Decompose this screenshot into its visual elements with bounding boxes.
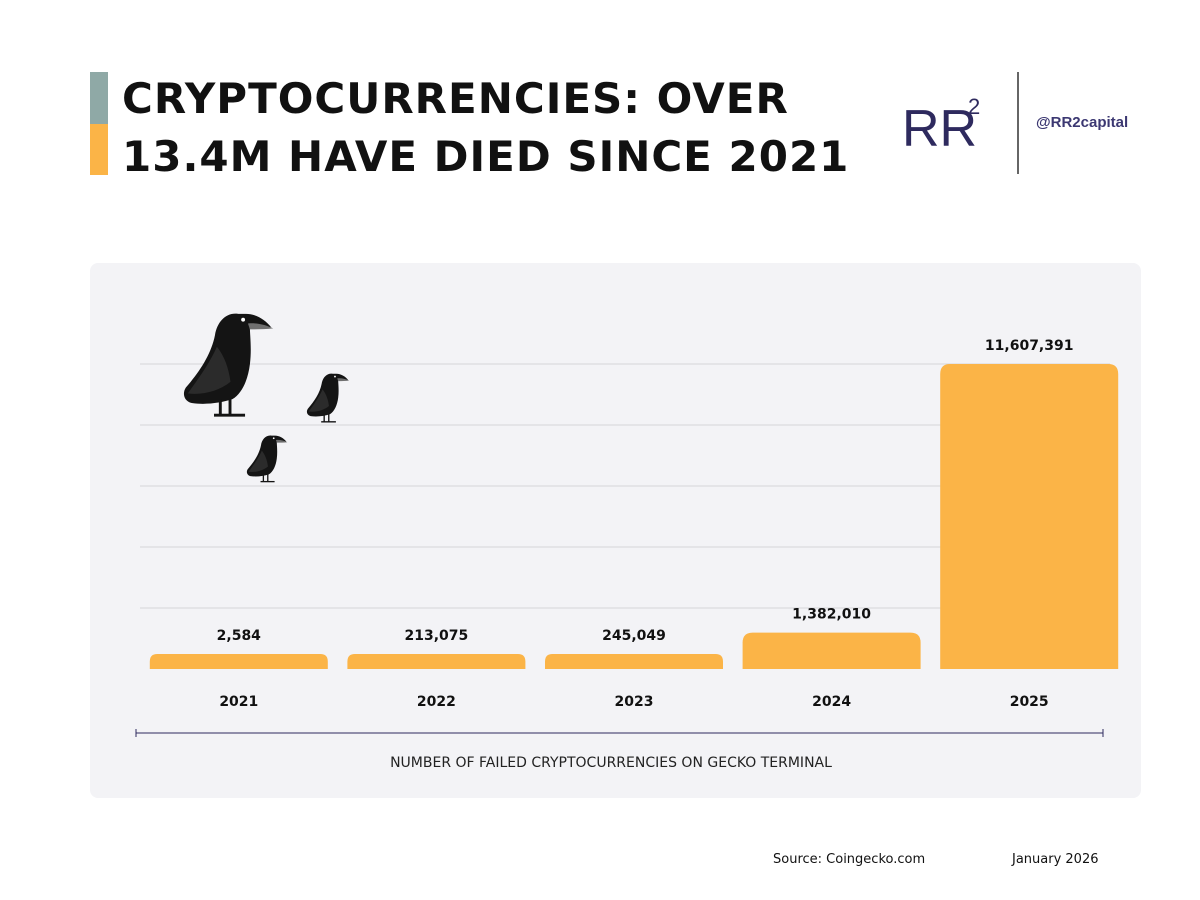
x-tick-label: 2024 — [812, 694, 851, 710]
bar-value-label: 1,382,010 — [792, 607, 871, 623]
publication-date: January 2026 — [1012, 852, 1099, 867]
title-accent-bar-top — [90, 72, 108, 124]
chart-bars — [149, 364, 1119, 669]
x-tick-label: 2021 — [219, 694, 258, 710]
x-tick-label: 2022 — [417, 694, 456, 710]
rr2-logo: RR 2 — [902, 94, 980, 156]
source-note: Source: Coingecko.com — [773, 852, 926, 867]
chart-labels: 2,584 2021 213,075 2022 245,049 2023 1,382,010… — [217, 338, 1074, 710]
page-title: CRYPTOCURRENCIES: OVER 13.4M HAVE DIED S… — [122, 70, 849, 186]
title-accent-bar-bottom — [90, 124, 108, 175]
logo-divider — [1017, 72, 1019, 174]
crow-large-icon — [183, 313, 274, 417]
bar-value-label: 2,584 — [217, 628, 262, 644]
bar-chart: 2,584 2021 213,075 2022 245,049 2023 1,382,010… — [135, 313, 1119, 771]
rr2-logo-text: RR — [902, 100, 977, 156]
crow-small-icon — [306, 373, 350, 423]
bar-2023 — [545, 654, 723, 669]
page-title-line-2: 13.4M HAVE DIED SINCE 2021 — [122, 132, 850, 181]
x-axis-label: NUMBER OF FAILED CRYPTOCURRENCIES ON GEC… — [390, 755, 832, 771]
rr2-logo-superscript: 2 — [968, 94, 980, 119]
bar-2024 — [742, 632, 921, 669]
bar-2022 — [347, 654, 526, 669]
bar-value-label: 213,075 — [405, 628, 469, 644]
crows-icon — [183, 313, 350, 483]
page-title-line-1: CRYPTOCURRENCIES: OVER — [122, 74, 789, 123]
social-handle: @RR2capital — [1036, 114, 1129, 131]
chart-panel: 2,584 2021 213,075 2022 245,049 2023 1,382,010… — [90, 263, 1141, 798]
bar-value-label: 11,607,391 — [985, 338, 1074, 354]
x-tick-label: 2023 — [615, 694, 654, 710]
bar-value-label: 245,049 — [602, 628, 666, 644]
crow-small-icon — [246, 435, 288, 483]
bar-2025 — [940, 364, 1119, 669]
x-tick-label: 2025 — [1010, 694, 1049, 710]
bar-2021 — [149, 654, 328, 669]
